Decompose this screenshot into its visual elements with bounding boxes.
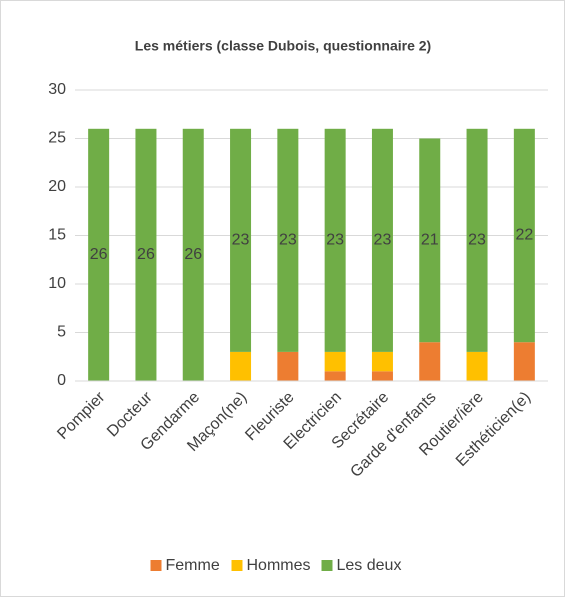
y-tick-label: 25: [48, 130, 66, 147]
legend-swatch: [321, 560, 333, 571]
bar-segment: [324, 351, 346, 372]
data-label: 23: [468, 232, 486, 249]
data-label: 26: [137, 246, 155, 263]
legend-label: Hommes: [247, 557, 311, 574]
bar-segment: [135, 128, 157, 381]
bar-segment: [466, 351, 488, 381]
bar-segment: [371, 351, 393, 372]
chart-title: Les métiers (classe Dubois, questionnair…: [135, 38, 431, 54]
bar-segment: [371, 128, 393, 352]
y-tick-label: 0: [57, 372, 66, 389]
y-tick-label: 30: [48, 81, 66, 98]
bar-segment: [324, 371, 346, 381]
y-tick-label: 5: [57, 324, 66, 341]
bar-segment: [88, 128, 110, 381]
legend-swatch: [231, 560, 243, 571]
bar-segment: [513, 342, 535, 381]
data-label: 23: [232, 232, 250, 249]
bar-segment: [277, 351, 299, 381]
data-label: 21: [421, 232, 439, 249]
data-label: 26: [184, 246, 202, 263]
y-tick-label: 15: [48, 227, 66, 244]
legend-swatch: [150, 560, 162, 571]
data-label: 22: [515, 227, 533, 244]
bar-segment: [182, 128, 204, 381]
bar-segment: [419, 138, 441, 343]
bar-segment: [466, 128, 488, 352]
legend-label: Les deux: [337, 557, 402, 574]
legend-label: Femme: [166, 557, 220, 574]
y-tick-label: 10: [48, 275, 66, 292]
bar-segment: [230, 351, 252, 381]
bar-segment: [371, 371, 393, 381]
bar-segment: [324, 128, 346, 352]
bar-segment: [513, 128, 535, 343]
data-label: 23: [279, 232, 297, 249]
data-label: 26: [90, 246, 108, 263]
bar-segment: [230, 128, 252, 352]
bar-segment: [419, 342, 441, 381]
y-tick-label: 20: [48, 178, 66, 195]
data-label: 23: [326, 232, 344, 249]
data-label: 23: [374, 232, 392, 249]
bar-segment: [277, 128, 299, 352]
